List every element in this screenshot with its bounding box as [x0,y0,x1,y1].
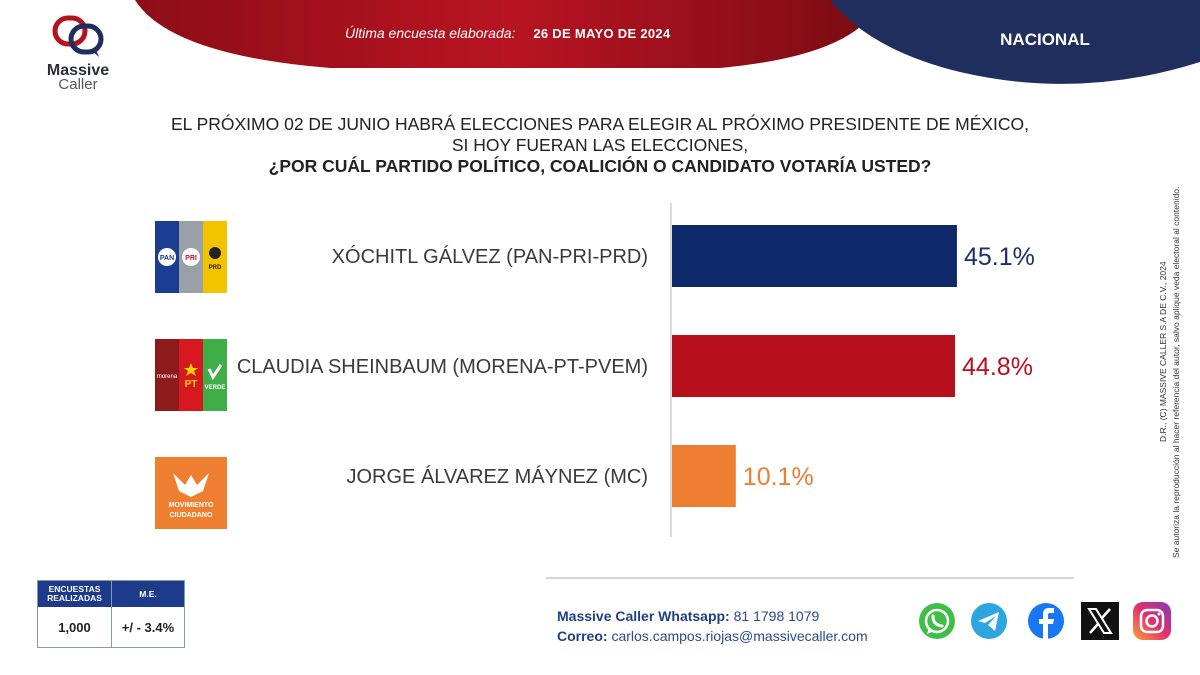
survey-date-label: Última encuesta elaborada: [345,25,516,41]
pan-logo-text: PAN [160,255,174,262]
whatsapp-label: Massive Caller Whatsapp: [557,608,730,624]
email-label: Correo: [557,628,608,644]
copyright-line-2: Se autoriza la reproducción al hacer ref… [1171,187,1181,558]
x-icon[interactable] [1080,601,1120,641]
telegram-icon[interactable] [969,601,1009,641]
morena-pt-pvem-coalition-logo: morena PT VERDE [155,339,227,411]
value-label: 10.1% [743,463,814,491]
brand-name-line1: Massive [46,62,110,79]
copyright-notice: D.R., (C) MASSIVE CALLER S.A DE C.V., 20… [1158,187,1181,558]
copyright-line-1: D.R., (C) MASSIVE CALLER S.A DE C.V., 20… [1158,261,1168,442]
question-line-2: SI HOY FUERAN LAS ELECCIONES, [451,135,749,155]
survey-date-value: 26 DE MAYO DE 2024 [533,26,671,41]
stats-header-surveys: ENCUESTAS REALIZADAS [38,581,112,607]
stats-surveys-value: 1,000 [38,607,112,647]
facebook-icon[interactable] [1026,601,1066,641]
pt-logo-text: PT [185,379,198,390]
whatsapp-icon[interactable] [917,601,957,641]
vote-intention-chart: XÓCHITL GÁLVEZ (PAN-PRI-PRD) 45.1% CLAUDIA… [237,203,1035,537]
movimiento-ciudadano-logo: MOVIMIENTO CIUDADANO [155,457,227,529]
stats-header-margin: M.E. [139,588,157,599]
pan-pri-prd-coalition-logo: PAN PRI PRD [155,221,227,293]
mc-logo-line2: CIUDADANO [170,512,213,519]
email-address[interactable]: carlos.campos.riojas@massivecaller.com [611,628,868,644]
email-line: Correo: carlos.campos.riojas@massivecall… [557,626,868,646]
instagram-icon[interactable] [1132,601,1172,641]
stats-value-row: 1,000 +/ - 3.4% [38,607,184,647]
contact-info: Massive Caller Whatsapp: 81 1798 1079 Co… [557,606,868,646]
bar [672,225,957,287]
bar [672,335,956,397]
survey-date: Última encuesta elaborada: 26 DE MAYO DE… [345,25,670,41]
value-label: 45.1% [964,243,1035,271]
verde-logo-text: VERDE [205,385,226,391]
bar [672,445,736,507]
survey-question: EL PRÓXIMO 02 DE JUNIO HABRÁ ELECCIONES … [150,114,1050,177]
header-background [135,0,1200,84]
value-label: 44.8% [962,353,1033,381]
question-line-3: ¿POR CUÁL PARTIDO POLÍTICO, COALICIÓN O … [268,156,932,176]
survey-stats-table: ENCUESTAS REALIZADAS M.E. 1,000 +/ - 3.4… [37,580,185,648]
whatsapp-number[interactable]: 81 1798 1079 [733,608,820,624]
footer-divider [546,577,1074,579]
morena-logo-text: morena [157,374,178,380]
region-label: NACIONAL [1000,30,1090,49]
category-label: CLAUDIA SHEINBAUM (MORENA-PT-PVEM) [237,356,648,378]
category-label: XÓCHITL GÁLVEZ (PAN-PRI-PRD) [332,245,648,268]
question-line-1: EL PRÓXIMO 02 DE JUNIO HABRÁ ELECCIONES … [170,114,1030,134]
brand-name-line2: Caller [58,76,98,93]
stats-header-row: ENCUESTAS REALIZADAS M.E. [38,581,184,607]
mc-logo-line1: MOVIMIENTO [169,502,215,509]
speech-bubbles-icon [52,15,104,57]
pri-logo-text: PRI [185,255,197,262]
prd-logo-text: PRD [209,265,222,271]
category-label: JORGE ÁLVAREZ MÁYNEZ (MC) [346,465,648,488]
stats-margin-value: +/ - 3.4% [121,619,175,635]
massive-caller-logo: Massive Caller [40,14,116,92]
whatsapp-line: Massive Caller Whatsapp: 81 1798 1079 [557,606,868,626]
